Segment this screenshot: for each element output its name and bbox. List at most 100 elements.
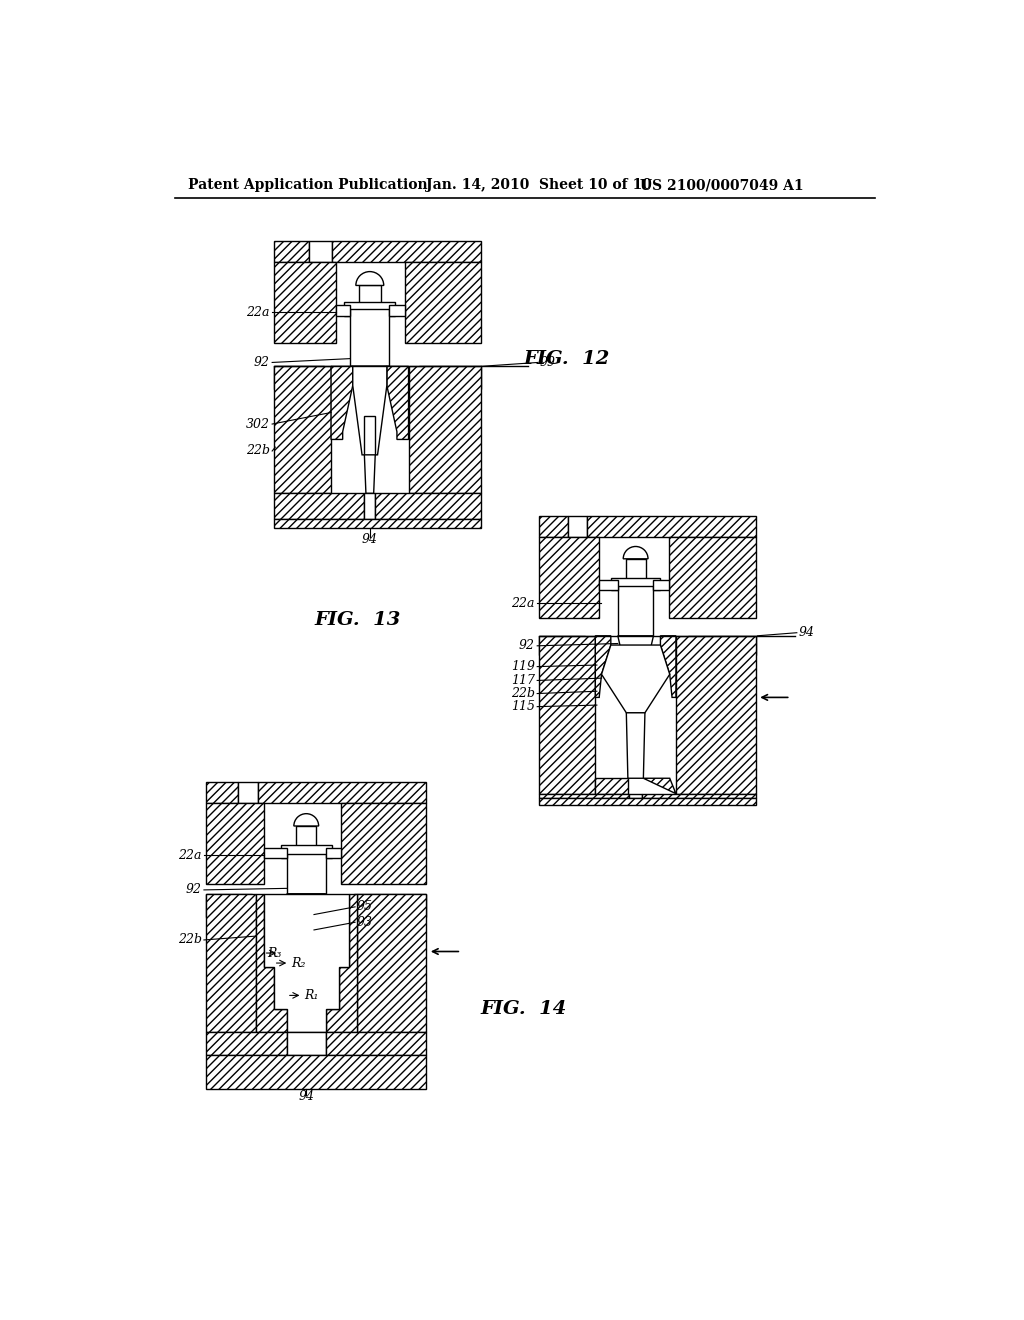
- Polygon shape: [365, 494, 375, 519]
- Polygon shape: [281, 845, 332, 858]
- Polygon shape: [601, 645, 670, 713]
- Wedge shape: [294, 813, 318, 826]
- Polygon shape: [587, 516, 756, 537]
- Polygon shape: [238, 781, 258, 803]
- Polygon shape: [687, 636, 756, 655]
- Text: 302: 302: [246, 417, 270, 430]
- Polygon shape: [660, 636, 676, 697]
- Polygon shape: [365, 416, 375, 455]
- Polygon shape: [387, 367, 409, 440]
- Text: Jan. 14, 2010: Jan. 14, 2010: [426, 178, 529, 193]
- Polygon shape: [375, 494, 481, 519]
- Polygon shape: [206, 781, 238, 803]
- Polygon shape: [206, 1032, 287, 1056]
- Polygon shape: [595, 636, 611, 697]
- Polygon shape: [287, 894, 326, 928]
- Polygon shape: [256, 894, 287, 1032]
- Polygon shape: [406, 263, 481, 343]
- Text: 22b: 22b: [511, 686, 535, 700]
- Polygon shape: [331, 367, 352, 440]
- Polygon shape: [258, 781, 426, 803]
- Text: R₂: R₂: [291, 957, 305, 970]
- Text: 94: 94: [361, 533, 378, 546]
- Polygon shape: [568, 516, 587, 537]
- Text: 117: 117: [511, 675, 535, 686]
- Polygon shape: [365, 455, 375, 494]
- Polygon shape: [627, 713, 645, 779]
- Text: FIG.  13: FIG. 13: [314, 611, 400, 630]
- Polygon shape: [539, 537, 599, 618]
- Text: 22a: 22a: [247, 306, 270, 319]
- Text: Patent Application Publication: Patent Application Publication: [188, 178, 428, 193]
- Polygon shape: [336, 305, 350, 317]
- Polygon shape: [630, 793, 642, 797]
- Text: 119: 119: [511, 660, 535, 673]
- Wedge shape: [356, 272, 384, 285]
- Polygon shape: [626, 558, 646, 581]
- Polygon shape: [263, 847, 287, 858]
- Polygon shape: [350, 367, 389, 385]
- Polygon shape: [653, 581, 669, 590]
- Polygon shape: [287, 854, 326, 894]
- Text: 22a: 22a: [511, 597, 535, 610]
- Polygon shape: [332, 240, 481, 263]
- Text: R₁: R₁: [304, 989, 318, 1002]
- Polygon shape: [273, 367, 331, 494]
- Text: 22b: 22b: [246, 445, 270, 458]
- Polygon shape: [420, 367, 481, 389]
- Text: 22a: 22a: [178, 849, 202, 862]
- Polygon shape: [643, 779, 676, 793]
- Text: 92: 92: [185, 883, 202, 896]
- Polygon shape: [326, 1032, 426, 1056]
- Polygon shape: [326, 847, 341, 858]
- Polygon shape: [539, 793, 630, 797]
- Polygon shape: [611, 578, 660, 590]
- Polygon shape: [206, 894, 252, 917]
- Text: FIG.  14: FIG. 14: [480, 1001, 567, 1018]
- Polygon shape: [287, 1032, 326, 1056]
- Text: Sheet 10 of 10: Sheet 10 of 10: [539, 178, 651, 193]
- Polygon shape: [206, 894, 256, 1032]
- Polygon shape: [273, 263, 336, 343]
- Polygon shape: [352, 367, 387, 455]
- Polygon shape: [539, 516, 568, 537]
- Polygon shape: [296, 826, 316, 847]
- Polygon shape: [595, 779, 628, 793]
- Text: 22b: 22b: [177, 933, 202, 946]
- Polygon shape: [350, 309, 389, 367]
- Polygon shape: [617, 586, 653, 636]
- Polygon shape: [676, 636, 756, 793]
- Polygon shape: [299, 925, 314, 936]
- Polygon shape: [359, 285, 381, 306]
- Polygon shape: [354, 894, 426, 917]
- Text: FIG.  12: FIG. 12: [523, 350, 609, 367]
- Polygon shape: [341, 803, 426, 884]
- Polygon shape: [326, 894, 356, 1032]
- Polygon shape: [539, 636, 595, 793]
- Polygon shape: [669, 537, 756, 618]
- Polygon shape: [263, 894, 349, 1032]
- Text: 94: 94: [799, 626, 814, 639]
- Polygon shape: [206, 1056, 426, 1089]
- Text: 95: 95: [356, 900, 373, 913]
- Polygon shape: [273, 240, 308, 263]
- Polygon shape: [539, 636, 586, 655]
- Polygon shape: [539, 797, 756, 805]
- Polygon shape: [308, 240, 332, 263]
- Polygon shape: [356, 894, 426, 1032]
- Text: R₃: R₃: [266, 946, 282, 960]
- Text: 115: 115: [511, 700, 535, 713]
- Polygon shape: [273, 519, 481, 528]
- Text: 99: 99: [540, 356, 556, 370]
- Polygon shape: [599, 581, 617, 590]
- Polygon shape: [273, 367, 324, 389]
- Text: 92: 92: [254, 356, 270, 370]
- Polygon shape: [409, 367, 481, 494]
- Text: US 2100/0007049 A1: US 2100/0007049 A1: [640, 178, 803, 193]
- Polygon shape: [273, 494, 365, 519]
- Polygon shape: [344, 302, 395, 317]
- Polygon shape: [642, 793, 756, 797]
- Polygon shape: [206, 803, 263, 884]
- Polygon shape: [617, 636, 653, 653]
- Wedge shape: [624, 546, 648, 558]
